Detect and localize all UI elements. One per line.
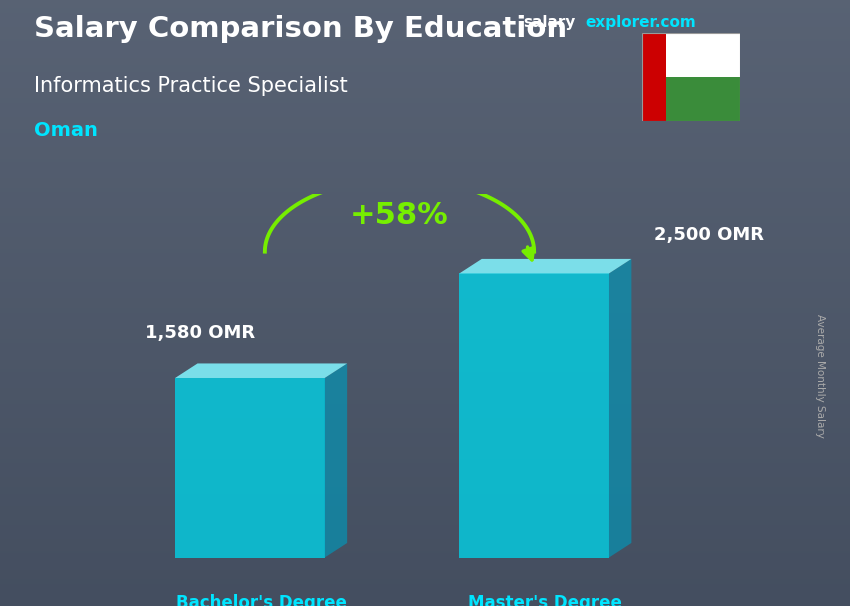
Text: Average Monthly Salary: Average Monthly Salary [815,314,825,438]
Text: Master's Degree: Master's Degree [468,594,622,606]
Polygon shape [459,273,609,558]
Bar [666,77,740,121]
Text: salary: salary [523,15,575,30]
Text: +58%: +58% [350,201,449,230]
Polygon shape [175,378,325,558]
Polygon shape [459,259,632,273]
Text: Salary Comparison By Education: Salary Comparison By Education [34,15,567,43]
Text: 2,500 OMR: 2,500 OMR [654,227,764,244]
Polygon shape [175,364,347,378]
Text: Bachelor's Degree: Bachelor's Degree [176,594,347,606]
Polygon shape [609,259,632,558]
Bar [642,33,666,121]
Bar [666,33,740,77]
Polygon shape [325,364,347,558]
Text: Oman: Oman [34,121,98,140]
Text: explorer.com: explorer.com [586,15,696,30]
Text: Informatics Practice Specialist: Informatics Practice Specialist [34,76,348,96]
Text: 1,580 OMR: 1,580 OMR [145,324,255,342]
